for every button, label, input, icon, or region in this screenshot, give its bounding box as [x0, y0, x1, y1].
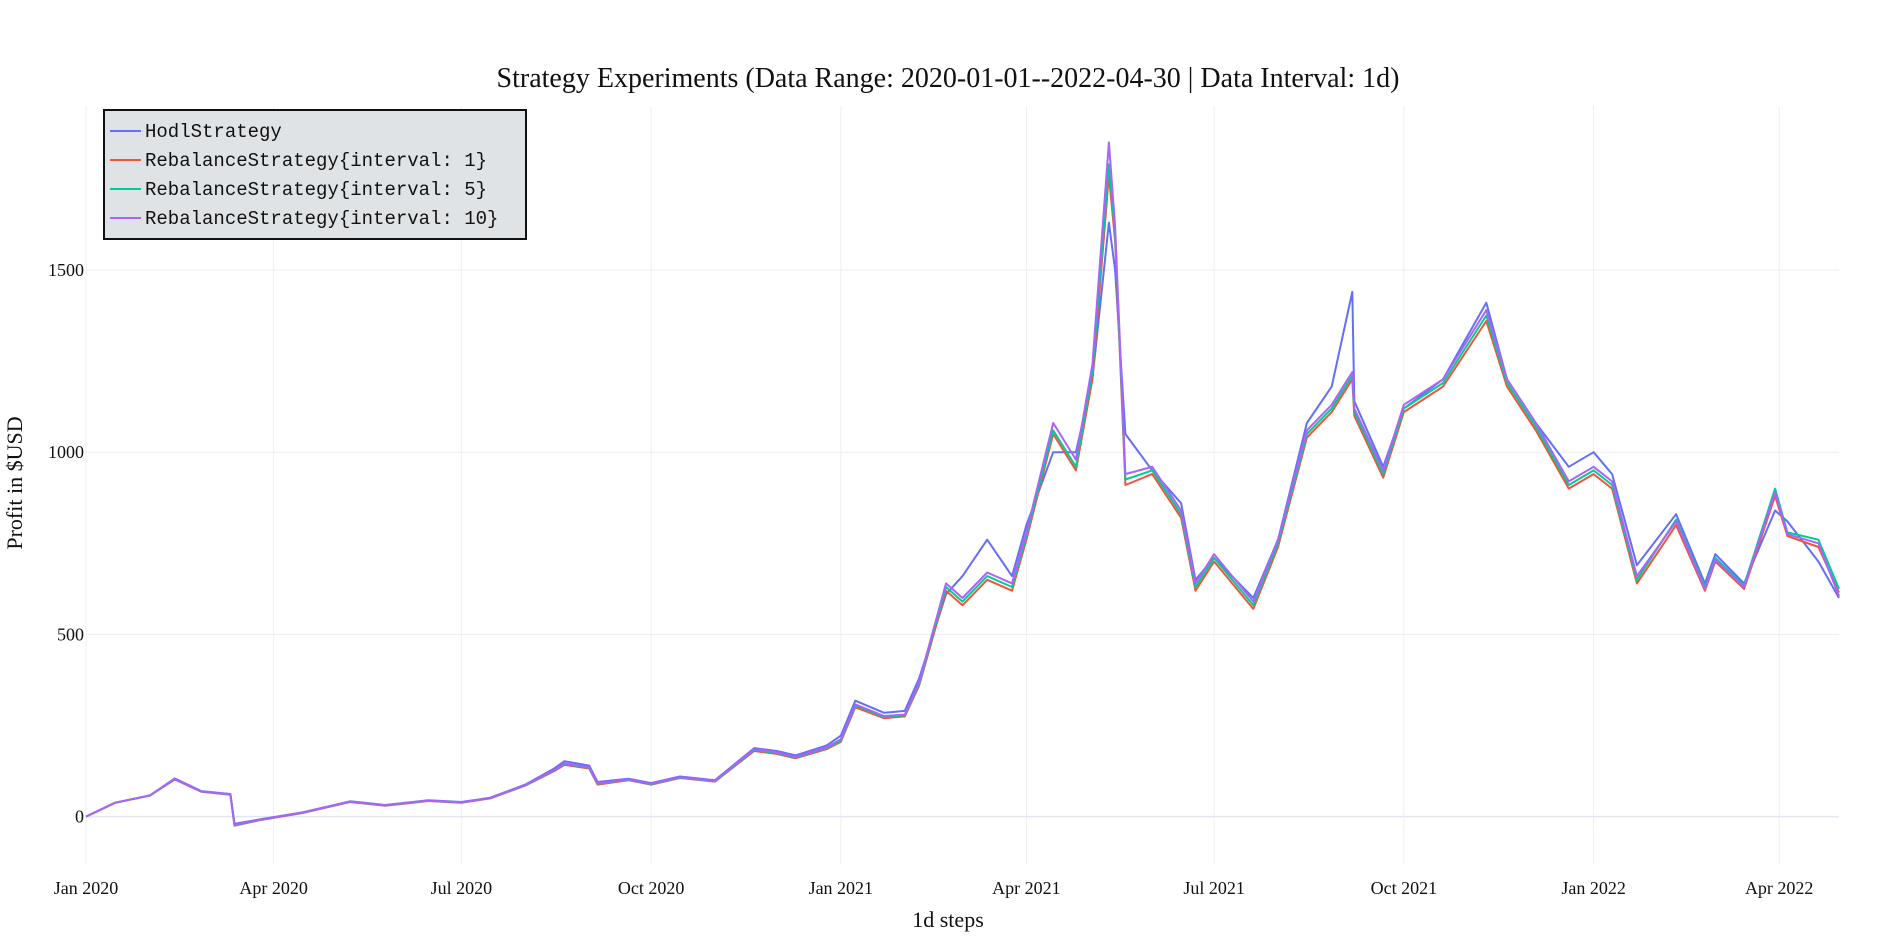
legend-label: RebalanceStrategy{interval: 1} — [145, 150, 487, 172]
x-tick-label: Apr 2021 — [992, 878, 1061, 898]
x-tick-label: Jan 2021 — [809, 878, 874, 898]
legend-label: HodlStrategy — [145, 121, 282, 143]
series-line-1 — [85, 174, 1840, 827]
x-tick-label: Jul 2020 — [431, 878, 493, 898]
series-line-0 — [85, 221, 1840, 825]
legend-box — [103, 109, 527, 240]
series-line-3 — [85, 141, 1840, 826]
x-tick-label: Apr 2020 — [239, 878, 308, 898]
x-tick-label: Oct 2020 — [618, 878, 685, 898]
tick-layer: Jan 2020 Apr 2020 Jul 2020 Oct 2020 Jan 2021… — [48, 260, 1813, 898]
x-tick-label: Jul 2021 — [1183, 878, 1245, 898]
x-tick-label: Apr 2022 — [1745, 878, 1814, 898]
legend: HodlStrategy RebalanceStrategy{interval: … — [103, 109, 527, 240]
y-tick-label: 1500 — [48, 260, 84, 280]
x-tick-label: Jan 2022 — [1561, 878, 1626, 898]
y-tick-label: 500 — [57, 624, 84, 644]
legend-label: RebalanceStrategy{interval: 10} — [145, 208, 498, 230]
y-tick-label: 1000 — [48, 442, 84, 462]
y-tick-label: 0 — [75, 807, 84, 827]
grid-layer — [85, 106, 1839, 864]
series-line-2 — [85, 163, 1840, 827]
y-axis-title: Profit in $USD — [2, 416, 27, 549]
series-layer — [85, 141, 1840, 827]
legend-label: RebalanceStrategy{interval: 5} — [145, 179, 487, 201]
x-tick-label: Jan 2020 — [54, 878, 119, 898]
x-tick-label: Oct 2021 — [1371, 878, 1438, 898]
chart-title: Strategy Experiments (Data Range: 2020-0… — [497, 63, 1400, 94]
x-axis-title: 1d steps — [912, 907, 984, 932]
